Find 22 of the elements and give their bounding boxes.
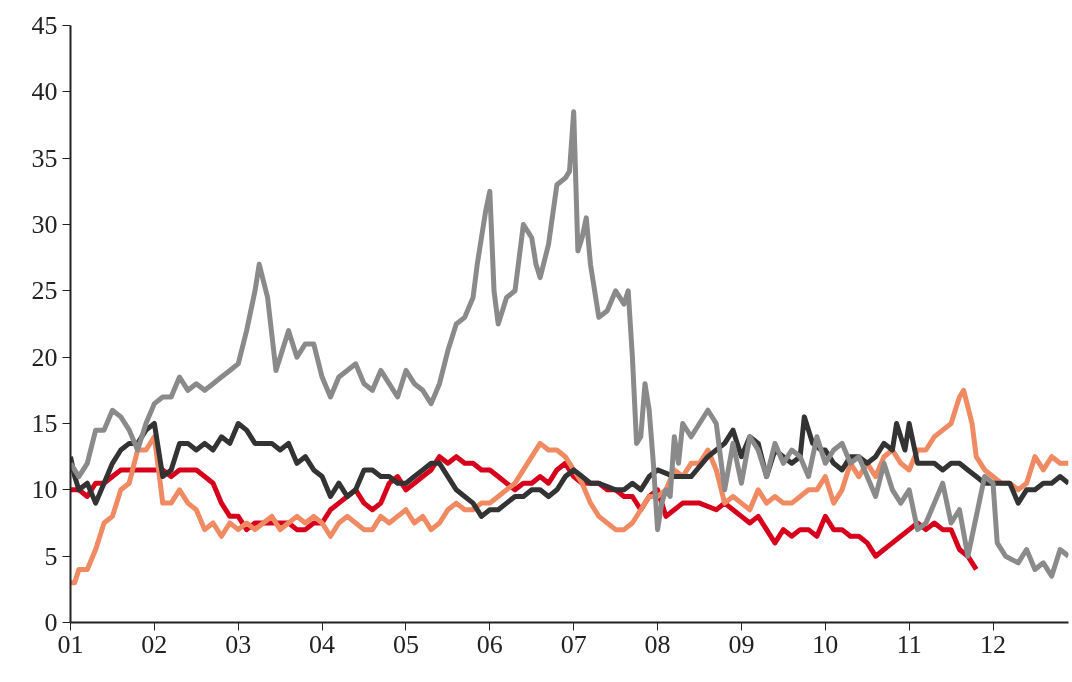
y-tick-label: 40 — [31, 77, 58, 107]
x-tick-label: 10 — [812, 629, 839, 659]
y-tick-label: 20 — [31, 342, 58, 372]
x-tick-label: 04 — [309, 629, 336, 659]
y-tick-label: 35 — [31, 143, 58, 173]
x-tick-label: 01 — [57, 629, 84, 659]
x-tick-label: 12 — [980, 629, 1007, 659]
x-tick-label: 03 — [225, 629, 252, 659]
y-tick-label: 10 — [31, 475, 58, 505]
y-tick-label: 30 — [31, 210, 58, 239]
y-tick-label: 25 — [31, 276, 58, 306]
x-tick-label: 07 — [560, 629, 587, 659]
y-tick-label: 0 — [44, 608, 58, 637]
x-tick-label: 06 — [476, 629, 503, 659]
x-tick-label: 11 — [896, 629, 922, 659]
x-tick-label: 05 — [392, 629, 419, 659]
x-tick-label: 02 — [141, 629, 168, 659]
x-tick-label: 09 — [728, 629, 755, 659]
y-tick-label: 45 — [31, 11, 58, 40]
y-tick-label: 5 — [44, 541, 58, 571]
x-tick-label: 08 — [644, 629, 671, 659]
y-tick-label: 15 — [31, 409, 58, 438]
